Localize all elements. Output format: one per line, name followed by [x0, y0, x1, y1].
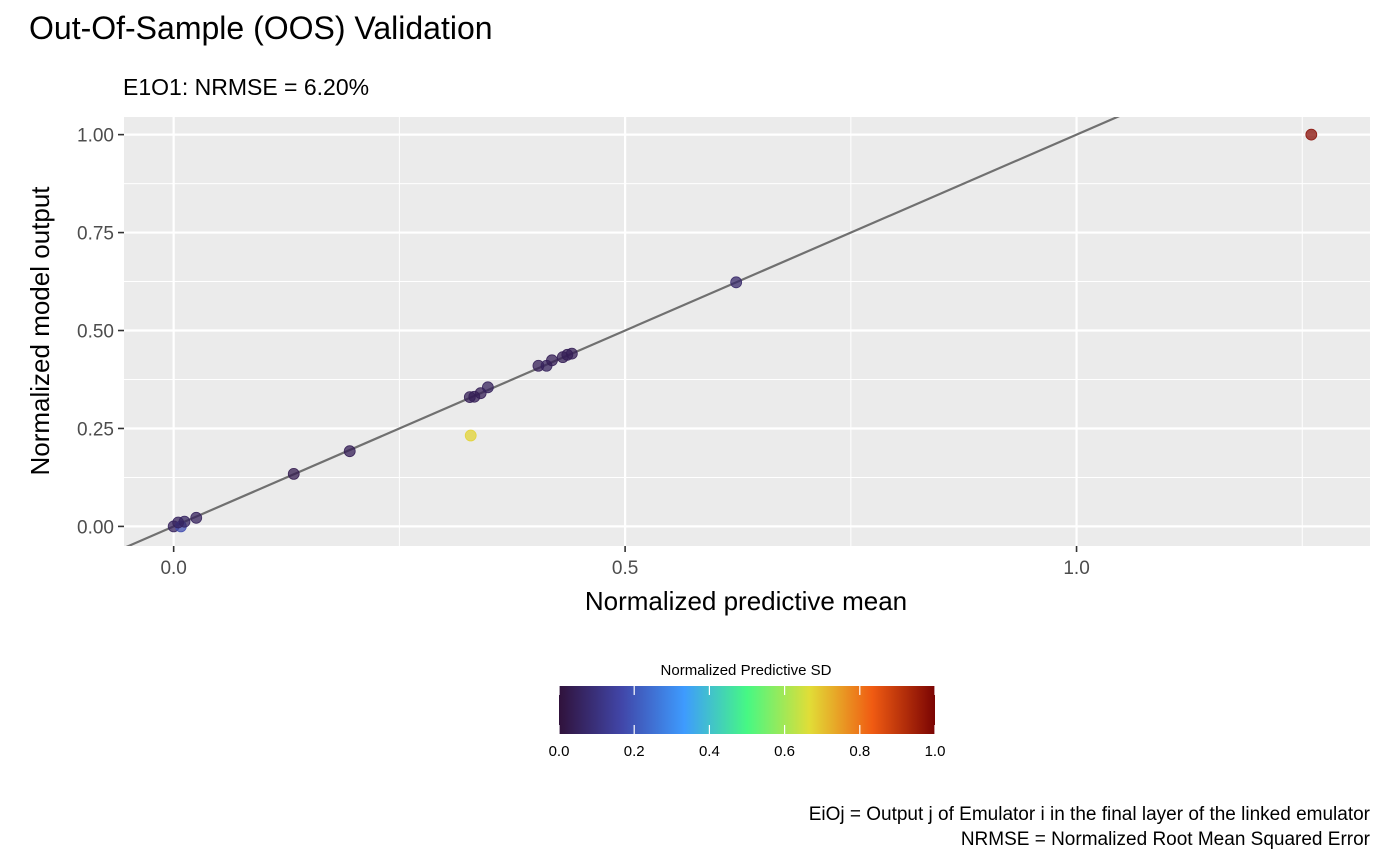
- legend-tick-label: 0.8: [849, 743, 870, 760]
- chart-title: Out-Of-Sample (OOS) Validation: [29, 10, 493, 46]
- data-point: [730, 276, 743, 289]
- data-point: [190, 511, 203, 524]
- y-tick-label: 1.00: [77, 126, 114, 147]
- legend-tick-label: 0.2: [624, 743, 645, 760]
- data-point: [343, 445, 356, 458]
- data-points: [167, 128, 1318, 533]
- y-tick-label: 0.50: [77, 322, 114, 343]
- major-gridlines: [124, 117, 1370, 546]
- data-point: [1305, 128, 1318, 141]
- data-point: [464, 429, 477, 442]
- data-point: [287, 468, 300, 480]
- y-tick-label: 0.75: [77, 224, 114, 245]
- y-axis: 0.00 0.25 0.50 0.75 1.00: [77, 126, 124, 538]
- identity-reference-line: [125, 117, 1120, 546]
- legend-tick-label: 0.4: [699, 743, 720, 760]
- data-point: [178, 515, 191, 528]
- y-tick-label: 0.25: [77, 419, 114, 440]
- data-point: [546, 354, 558, 367]
- color-legend: Normalized Predictive SD 0.0 0.2 0.4 0.6 0.8…: [549, 662, 946, 760]
- x-tick-label: 1.0: [1063, 558, 1089, 579]
- x-tick-label: 0.0: [160, 558, 186, 579]
- data-point: [565, 347, 578, 360]
- legend-tick-label: 0.0: [549, 743, 570, 760]
- legend-title: Normalized Predictive SD: [661, 662, 832, 679]
- caption-line-1: EiOj = Output j of Emulator i in the fin…: [809, 804, 1371, 825]
- y-tick-label: 0.00: [77, 517, 114, 538]
- x-axis: 0.0 0.5 1.0: [160, 546, 1090, 579]
- data-point: [481, 381, 494, 394]
- caption-line-2: NRMSE = Normalized Root Mean Squared Err…: [961, 829, 1371, 850]
- legend-tick-label: 0.6: [774, 743, 795, 760]
- x-tick-label: 0.5: [612, 558, 638, 579]
- legend-colorbar: [559, 686, 935, 734]
- legend-tick-label: 1.0: [925, 743, 946, 760]
- chart-subtitle: E1O1: NRMSE = 6.20%: [123, 74, 369, 100]
- x-axis-title: Normalized predictive mean: [585, 586, 907, 616]
- y-axis-title: Normalized model output: [25, 186, 55, 476]
